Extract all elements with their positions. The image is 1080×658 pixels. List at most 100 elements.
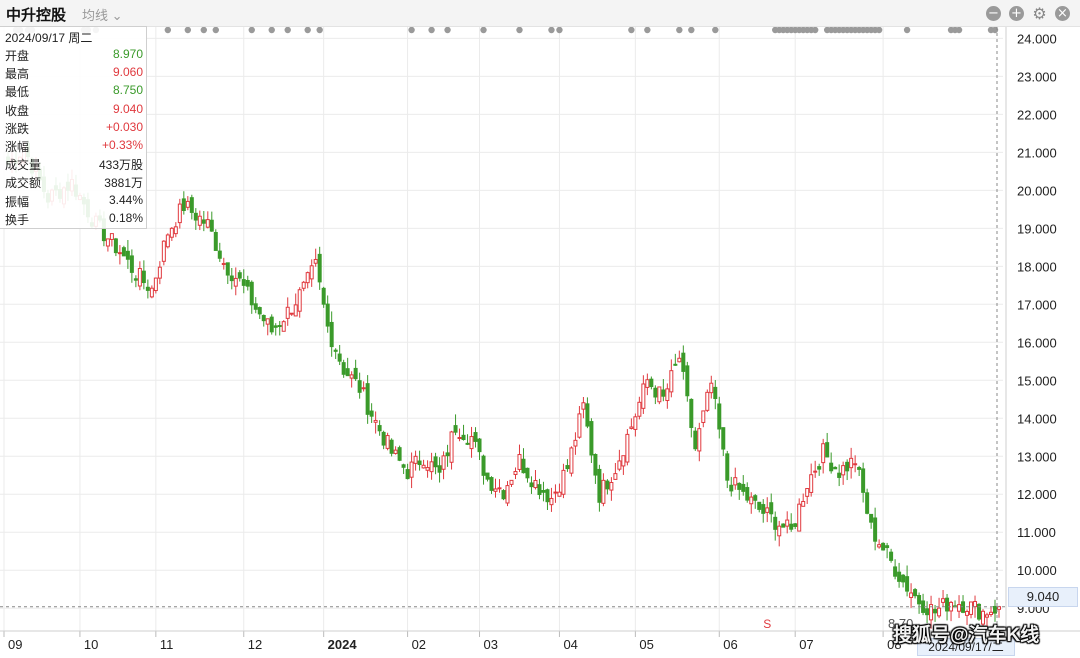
event-marker (712, 27, 719, 34)
signal-label: S (763, 617, 771, 631)
y-tick-label: 23.000 (1017, 69, 1057, 84)
y-tick-label: 17.000 (1017, 297, 1057, 312)
info-value: 8.750 (112, 83, 143, 98)
gear-icon[interactable]: ⚙ (1032, 4, 1047, 23)
candle-body (729, 484, 734, 492)
candle-body (377, 425, 382, 432)
candle-body (509, 479, 514, 485)
ma-select-dropdown[interactable]: 均线 ⌄ (82, 8, 123, 23)
candle-body (717, 403, 722, 430)
candle-body (813, 470, 818, 473)
info-value: 8.970 (112, 47, 143, 61)
candle-body (117, 252, 122, 255)
candle-body (793, 523, 798, 527)
candle-body (889, 551, 894, 561)
candle-body (305, 272, 310, 284)
candle-body (769, 502, 774, 515)
candle-body (805, 488, 810, 497)
plus-circle-icon[interactable]: + (1009, 6, 1024, 21)
info-row: 涨幅 +0.33% (5, 138, 143, 156)
event-marker (688, 27, 695, 34)
x-tick-label: 12 (248, 637, 262, 652)
candle-body (681, 352, 686, 372)
crosshair-date-tag: 2024/09/17/二 (917, 638, 1015, 656)
candle-body (225, 262, 230, 276)
candlestick-chart[interactable]: 24.000 23.000 22.000 21.000 20.000 19.000 18.0… (0, 27, 1080, 658)
candle-body (577, 413, 582, 438)
close-icon[interactable]: × (1055, 6, 1070, 21)
candle-body (881, 542, 886, 551)
candle-body (265, 318, 270, 325)
candle-body (445, 452, 450, 457)
candle-body (849, 457, 854, 469)
watermark: 搜狐号@汽车K线 (893, 625, 1040, 646)
event-marker (268, 27, 275, 34)
candle-body (489, 477, 494, 491)
candle-body (833, 466, 838, 470)
candle-body (513, 471, 518, 475)
event-marker (164, 27, 172, 34)
y-tick-label: 21.000 (1017, 145, 1057, 160)
candle-body (409, 461, 414, 478)
candle-body (309, 265, 314, 280)
candle-body (973, 601, 978, 608)
event-marker (212, 27, 219, 34)
info-value: 9.040 (112, 101, 143, 116)
candle-body (217, 250, 222, 259)
candle-body (329, 321, 334, 348)
candle-body (325, 303, 330, 327)
candle-body (665, 388, 670, 401)
y-tick-label: 12.000 (1017, 487, 1057, 502)
candle-body (689, 398, 694, 428)
event-marker (248, 27, 255, 34)
candle-body (533, 479, 538, 489)
candle-body (825, 442, 830, 458)
candle-body (765, 507, 770, 513)
candle-body (637, 401, 642, 417)
info-label: 收盘 (5, 103, 30, 118)
candle-body (585, 403, 590, 427)
candle-body (209, 219, 214, 232)
candle-body (493, 488, 498, 492)
candle-body (261, 314, 266, 322)
candle-body (405, 469, 410, 480)
candle-body (737, 482, 742, 490)
minus-circle-icon[interactable]: − (986, 6, 1001, 21)
candle-body (433, 456, 438, 468)
candle-body (821, 443, 826, 464)
event-marker (480, 27, 487, 34)
candle-body (141, 270, 146, 284)
candle-body (985, 614, 990, 618)
candle-body (285, 306, 290, 319)
info-row: 成交额 3881万 (5, 174, 143, 192)
candle-body (557, 491, 562, 497)
candle-body (561, 469, 566, 495)
candle-body (425, 467, 430, 471)
candle-body (925, 608, 930, 616)
candle-body (105, 238, 110, 247)
candle-body (789, 523, 794, 530)
candle-body (701, 410, 706, 423)
candle-body (161, 240, 166, 262)
info-value: 3881万 (104, 176, 143, 191)
info-row: 成交量 433万股 (5, 156, 143, 174)
candle-body (653, 387, 658, 398)
info-date: 2024/09/17 周二 (5, 31, 93, 45)
candle-body (301, 281, 306, 289)
candle-body (485, 472, 490, 480)
candle-body (553, 491, 558, 494)
candle-body (785, 519, 790, 527)
info-value: 0.18% (108, 210, 143, 225)
candle-body (673, 363, 678, 366)
candle-body (657, 386, 662, 403)
candle-body (965, 610, 970, 616)
info-value: 3.44% (108, 192, 143, 207)
x-tick-label: 03 (484, 637, 498, 652)
candle-body (945, 597, 950, 612)
y-tick-label: 18.000 (1017, 259, 1057, 274)
event-marker (903, 27, 911, 34)
candle-body (905, 576, 910, 592)
event-marker (304, 27, 311, 34)
candle-body (773, 516, 778, 530)
candle-body (865, 492, 870, 514)
